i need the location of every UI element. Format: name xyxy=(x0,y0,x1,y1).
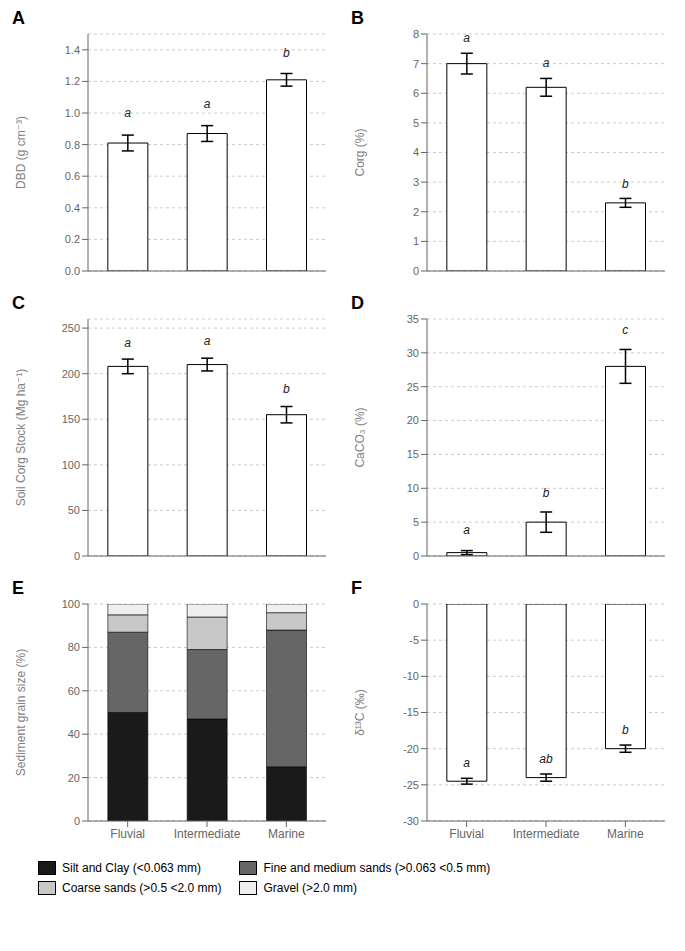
svg-text:80: 80 xyxy=(68,641,80,653)
svg-text:c: c xyxy=(622,323,628,337)
svg-text:8: 8 xyxy=(413,28,419,40)
svg-text:20: 20 xyxy=(407,414,419,426)
svg-text:10: 10 xyxy=(407,482,419,494)
svg-text:Soil Corg Stock (Mg ha⁻¹): Soil Corg Stock (Mg ha⁻¹) xyxy=(14,369,28,507)
svg-text:0.4: 0.4 xyxy=(65,202,80,214)
svg-text:200: 200 xyxy=(62,368,80,380)
svg-text:25: 25 xyxy=(407,381,419,393)
html-text:E: E xyxy=(12,578,24,598)
svg-text:0.2: 0.2 xyxy=(65,233,80,245)
svg-text:a: a xyxy=(204,97,211,111)
svg-text:5: 5 xyxy=(413,117,419,129)
svg-text:Corg (%): Corg (%) xyxy=(353,128,367,176)
svg-text:15: 15 xyxy=(407,448,419,460)
svg-text:Intermediate: Intermediate xyxy=(174,827,241,841)
svg-text:50: 50 xyxy=(68,504,80,516)
svg-text:-30: -30 xyxy=(403,815,419,827)
html-text:Coarse sands (>0.5 <2.0 mm): Coarse sands (>0.5 <2.0 mm) xyxy=(62,881,222,895)
html-text:F: F xyxy=(351,578,362,598)
svg-text:2: 2 xyxy=(413,206,419,218)
html-text:A: A xyxy=(12,8,25,28)
svg-text:-25: -25 xyxy=(403,779,419,791)
svg-text:b: b xyxy=(622,177,629,191)
svg-text:Intermediate: Intermediate xyxy=(513,827,580,841)
svg-text:100: 100 xyxy=(62,598,80,610)
svg-text:Marine: Marine xyxy=(268,827,305,841)
svg-text:a: a xyxy=(204,334,211,348)
svg-text:0.8: 0.8 xyxy=(65,139,80,151)
svg-text:1.2: 1.2 xyxy=(65,75,80,87)
svg-text:a: a xyxy=(124,336,131,350)
html-text:Fine and medium sands (>0.063: Fine and medium sands (>0.063 <0.5 mm) xyxy=(263,861,491,875)
svg-text:0: 0 xyxy=(74,550,80,562)
svg-text:3: 3 xyxy=(413,176,419,188)
svg-text:0: 0 xyxy=(74,815,80,827)
svg-text:b: b xyxy=(283,382,290,396)
svg-text:35: 35 xyxy=(407,313,419,325)
svg-text:Fluvial: Fluvial xyxy=(110,827,145,841)
svg-text:30: 30 xyxy=(407,347,419,359)
html-text:Gravel (>2.0 mm): Gravel (>2.0 mm) xyxy=(263,881,358,895)
svg-text:1.4: 1.4 xyxy=(65,44,80,56)
svg-text:0.0: 0.0 xyxy=(65,265,80,277)
svg-text:CaCO₃ (%): CaCO₃ (%) xyxy=(353,407,367,467)
html-text:B: B xyxy=(351,8,364,28)
svg-text:1: 1 xyxy=(413,235,419,247)
svg-text:a: a xyxy=(543,56,550,70)
svg-text:150: 150 xyxy=(62,413,80,425)
svg-text:0.6: 0.6 xyxy=(65,170,80,182)
svg-text:5: 5 xyxy=(413,516,419,528)
svg-text:0: 0 xyxy=(413,598,419,610)
svg-text:-15: -15 xyxy=(403,706,419,718)
svg-text:0: 0 xyxy=(413,550,419,562)
svg-text:-10: -10 xyxy=(403,670,419,682)
svg-text:δ¹³C (‰): δ¹³C (‰) xyxy=(353,689,367,736)
svg-text:-20: -20 xyxy=(403,743,419,755)
html-text:Silt and Clay (<0.063 mm): Silt and Clay (<0.063 mm) xyxy=(62,861,202,875)
svg-text:b: b xyxy=(543,486,550,500)
svg-text:100: 100 xyxy=(62,459,80,471)
svg-text:b: b xyxy=(283,46,290,60)
svg-text:40: 40 xyxy=(68,728,80,740)
svg-text:7: 7 xyxy=(413,58,419,70)
svg-text:a: a xyxy=(463,31,470,45)
svg-text:ab: ab xyxy=(539,752,553,766)
svg-text:Fluvial: Fluvial xyxy=(449,827,484,841)
svg-text:250: 250 xyxy=(62,322,80,334)
svg-text:4: 4 xyxy=(413,146,419,158)
html-text:D: D xyxy=(351,293,364,313)
svg-text:60: 60 xyxy=(68,685,80,697)
svg-text:a: a xyxy=(463,523,470,537)
svg-text:0: 0 xyxy=(413,265,419,277)
svg-text:a: a xyxy=(124,106,131,120)
svg-text:b: b xyxy=(622,723,629,737)
svg-text:Sediment grain size (%): Sediment grain size (%) xyxy=(14,649,28,776)
svg-text:Marine: Marine xyxy=(607,827,644,841)
svg-text:1.0: 1.0 xyxy=(65,107,80,119)
svg-text:20: 20 xyxy=(68,772,80,784)
svg-text:6: 6 xyxy=(413,87,419,99)
svg-text:DBD (g cm⁻³): DBD (g cm⁻³) xyxy=(14,116,28,189)
svg-text:-5: -5 xyxy=(409,634,419,646)
svg-text:a: a xyxy=(463,756,470,770)
html-text:C: C xyxy=(12,293,25,313)
